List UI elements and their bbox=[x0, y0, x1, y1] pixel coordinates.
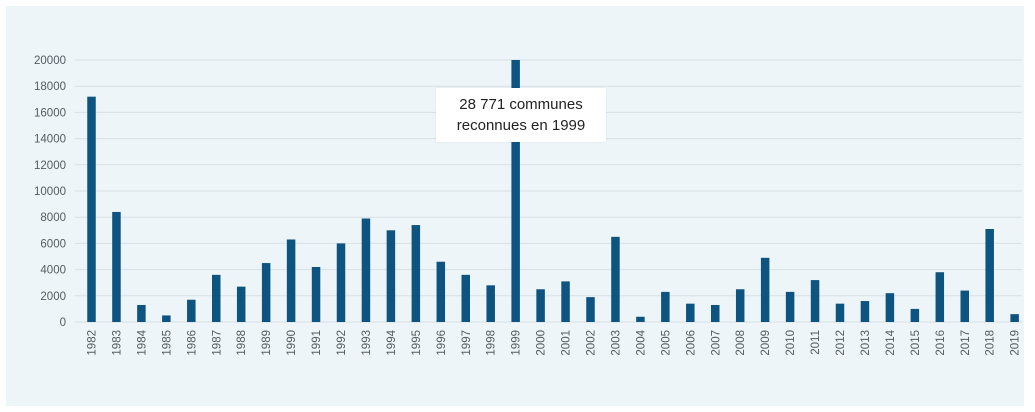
y-tick-label: 2000 bbox=[40, 291, 66, 303]
bar-1982 bbox=[87, 96, 96, 323]
x-tick-label: 2014 bbox=[885, 329, 897, 355]
x-tick-label: 2000 bbox=[536, 330, 548, 356]
bar-1988 bbox=[236, 286, 246, 322]
y-tick-label: 16000 bbox=[34, 107, 66, 119]
x-tick-label: 1982 bbox=[87, 330, 99, 356]
y-tick-label: 4000 bbox=[40, 265, 66, 277]
bar-2018 bbox=[985, 228, 994, 322]
bar-2015 bbox=[910, 308, 920, 322]
x-tick-label: 2012 bbox=[835, 330, 847, 356]
x-tick-label: 2002 bbox=[586, 330, 598, 356]
x-tick-label: 2019 bbox=[1010, 330, 1022, 356]
bar-1996 bbox=[436, 261, 446, 322]
x-tick-label: 1997 bbox=[461, 330, 473, 356]
x-tick-label: 1988 bbox=[236, 330, 248, 356]
bar-1984 bbox=[137, 304, 146, 322]
bar-2007 bbox=[711, 304, 720, 322]
y-tick-label: 14000 bbox=[34, 134, 66, 146]
x-tick-label: 1990 bbox=[286, 330, 298, 356]
bar-2008 bbox=[735, 289, 745, 322]
x-tick-label: 2007 bbox=[710, 330, 722, 356]
x-tick-label: 1993 bbox=[361, 330, 373, 356]
bar-1993 bbox=[361, 218, 371, 322]
y-tick-label: 10000 bbox=[34, 186, 66, 198]
bar-2002 bbox=[586, 297, 595, 322]
bar-1995 bbox=[411, 225, 421, 322]
annotation-line-2: reconnues en 1999 bbox=[456, 117, 586, 134]
bar-2006 bbox=[686, 303, 695, 322]
bar-1989 bbox=[261, 263, 271, 322]
x-tick-label: 1991 bbox=[311, 330, 323, 356]
bar-1991 bbox=[311, 266, 321, 322]
annotation-line-1: 28 771 communes bbox=[459, 96, 583, 113]
x-tick-label: 1998 bbox=[486, 330, 498, 356]
bar-2016 bbox=[935, 272, 945, 322]
x-tick-label: 1987 bbox=[211, 330, 223, 356]
y-tick-label: 20000 bbox=[34, 55, 66, 67]
bar-2012 bbox=[835, 303, 845, 322]
bar-2003 bbox=[611, 236, 620, 322]
x-tick-label: 2003 bbox=[610, 330, 622, 356]
x-tick-label: 1995 bbox=[411, 330, 423, 356]
x-tick-label: 2005 bbox=[660, 330, 672, 356]
x-tick-label: 2010 bbox=[785, 330, 797, 356]
x-tick-label: 1983 bbox=[111, 330, 123, 356]
annotation-box: 28 771 communes reconnues en 1999 bbox=[436, 88, 606, 142]
x-tick-label: 2013 bbox=[860, 330, 872, 356]
y-tick-label: 6000 bbox=[40, 238, 66, 250]
x-tick-label: 1994 bbox=[386, 329, 398, 355]
x-tick-label: 2009 bbox=[760, 330, 772, 356]
bar-1997 bbox=[461, 274, 470, 322]
bar-1983 bbox=[112, 211, 121, 322]
bar-2000 bbox=[536, 289, 545, 322]
bar-1992 bbox=[336, 243, 346, 322]
y-tick-label: 0 bbox=[60, 317, 66, 329]
bar-2009 bbox=[760, 257, 770, 322]
x-tick-label: 1992 bbox=[336, 330, 348, 356]
x-tick-label: 2006 bbox=[685, 330, 697, 356]
bar-2017 bbox=[960, 290, 969, 322]
bar-1994 bbox=[386, 230, 396, 322]
x-tick-label: 1985 bbox=[161, 330, 173, 356]
bar-2010 bbox=[785, 291, 795, 322]
bar-1987 bbox=[212, 274, 221, 322]
y-tick-label: 18000 bbox=[34, 81, 66, 93]
x-tick-label: 1986 bbox=[186, 330, 198, 356]
bar-1986 bbox=[187, 299, 196, 322]
x-tick-label: 2016 bbox=[935, 330, 947, 356]
bar-1990 bbox=[286, 239, 296, 322]
x-tick-label: 1999 bbox=[511, 330, 523, 356]
bar-2013 bbox=[860, 301, 870, 322]
bar-1985 bbox=[162, 315, 171, 322]
bar-2014 bbox=[885, 293, 895, 322]
x-tick-label: 1996 bbox=[436, 330, 448, 356]
x-tick-label: 2001 bbox=[561, 330, 573, 356]
bar-1998 bbox=[486, 285, 495, 322]
x-tick-label: 2004 bbox=[635, 329, 647, 355]
x-tick-label: 2015 bbox=[910, 330, 922, 356]
x-tick-label: 2018 bbox=[985, 330, 997, 356]
bar-2004 bbox=[636, 316, 645, 322]
bar-2005 bbox=[661, 291, 670, 322]
x-tick-label: 1984 bbox=[136, 329, 148, 355]
x-tick-label: 2008 bbox=[735, 330, 747, 356]
y-tick-label: 12000 bbox=[34, 160, 66, 172]
x-tick-label: 1989 bbox=[261, 330, 273, 356]
bar-1999 bbox=[511, 60, 520, 322]
y-tick-label: 8000 bbox=[40, 212, 66, 224]
bar-2001 bbox=[561, 281, 570, 322]
x-tick-label: 2011 bbox=[810, 330, 822, 355]
bar-2011 bbox=[810, 280, 820, 322]
bar-2019 bbox=[1010, 314, 1019, 322]
x-tick-label: 2017 bbox=[960, 330, 972, 356]
